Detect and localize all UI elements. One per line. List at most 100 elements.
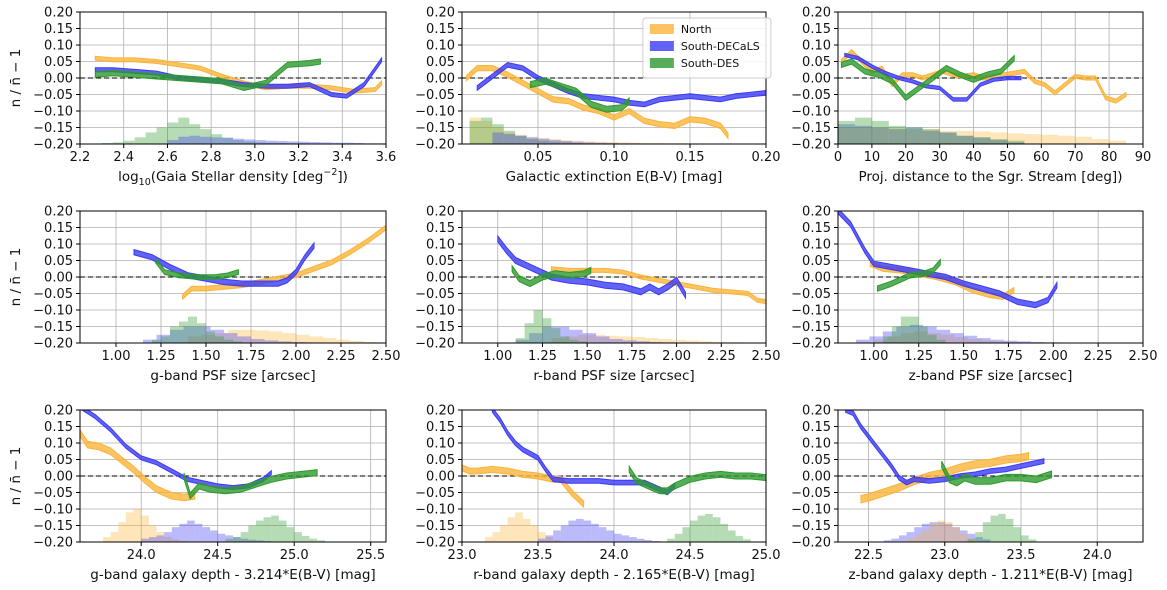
hist-bar-south-decals (975, 537, 983, 542)
y-tick-label: −0.15 (791, 320, 831, 335)
hist-bar-south-des (134, 137, 146, 144)
y-tick-label: 0.05 (802, 55, 831, 70)
y-tick-label: 0.20 (426, 404, 455, 419)
hist-bar-south-decals (891, 538, 899, 542)
hist-bar-south-des (667, 538, 675, 542)
y-tick-label: −0.15 (33, 320, 73, 335)
y-tick-label: −0.10 (791, 105, 831, 120)
y-tick-label: 0.20 (426, 205, 455, 220)
y-tick-label: 0.10 (44, 39, 73, 54)
hist-bar-north (941, 334, 955, 343)
hist-bar-north (922, 129, 940, 144)
x-axis-label: g-band PSF size [arcsec] (150, 368, 315, 384)
hist-bar-south-des (975, 532, 983, 542)
x-tick-label: 60 (1033, 150, 1050, 165)
plot-area (80, 410, 386, 542)
hist-bar-south-des (682, 527, 690, 542)
hist-bar-south-des (900, 316, 910, 343)
hist-bar-south-des (317, 540, 325, 542)
hist-bar-north (888, 128, 906, 144)
hist-bar-south-des (578, 341, 588, 343)
series-south-des (877, 258, 941, 292)
y-tick-label: −0.20 (415, 138, 455, 153)
hist-bar-south-decals (977, 338, 991, 343)
hist-bar-south-decals (950, 333, 964, 343)
hist-bar-south-des (152, 339, 161, 343)
panel-8: 23.0 23.5 24.0 24.5 25.0 −0.20 −0.15−0.10 −0.05… (415, 404, 780, 584)
hist-bar-south-des (882, 336, 892, 343)
y-tick-label: 0.15 (802, 420, 831, 435)
hist-bar-south-decals (982, 539, 991, 542)
hist-bar-south-decals (560, 525, 569, 542)
hist-bar-south-des (549, 141, 561, 144)
hist-bar-south-des (735, 536, 744, 542)
hist-bar-north (905, 129, 923, 144)
hist-bar-north (282, 333, 296, 343)
y-tick-label: −0.10 (791, 503, 831, 518)
hist-bar-south-des (211, 134, 223, 144)
x-tick-label: 0.15 (676, 150, 705, 165)
hist-bar-north (481, 120, 493, 144)
hist-bar-south-decals (906, 532, 915, 542)
hist-bar-north (973, 131, 991, 144)
x-tick-label: 1.00 (859, 349, 888, 364)
hist-bar-north (606, 142, 618, 144)
hist-bar-south-decals (143, 339, 157, 343)
hist-bar-north (118, 522, 126, 542)
x-tick-label: 80 (1101, 150, 1118, 165)
hist-bar-north (1041, 134, 1059, 144)
hist-bar-south-decals (298, 141, 310, 144)
hist-bar-south-decals (553, 530, 561, 542)
hist-bar-south-des (982, 522, 991, 542)
hist-bar-north (617, 142, 630, 144)
hist-bar-south-des (728, 530, 736, 542)
x-tick-label: 40 (965, 150, 982, 165)
x-axis-label: log10(Gaia Stellar density [deg−2]) (118, 167, 348, 188)
hist-bar-south-des (542, 318, 552, 343)
hist-bar-north (900, 333, 915, 343)
x-tick-label: 1.00 (483, 349, 512, 364)
hist-bar-south-decals (622, 340, 637, 343)
x-tick-label: 24.5 (676, 548, 705, 563)
y-tick-label: 0.10 (802, 39, 831, 54)
hist-bar-south-des (200, 129, 212, 144)
hist-bar-south-des (145, 132, 157, 144)
panel-7: 24.0 24.5 25.0 25.5 −0.20 −0.15−0.10 −0.050.00… (8, 404, 387, 583)
hist-bar-south-des (515, 135, 527, 144)
hist-bar-south-decals (141, 538, 149, 542)
hist-bar-south-des (123, 140, 135, 144)
y-tick-label: −0.05 (415, 287, 455, 302)
hist-bar-north (545, 537, 554, 542)
x-tick-label: 23.5 (1007, 548, 1036, 563)
hist-bar-south-decals (636, 341, 650, 343)
hist-bar-north (871, 127, 889, 144)
hist-bar-south-des (871, 120, 889, 144)
hist-bar-south-des (206, 331, 215, 343)
hist-bar-north (994, 341, 1009, 343)
hist-bar-south-des (197, 323, 206, 343)
y-tick-label: −0.10 (415, 105, 455, 120)
hist-bar-north (549, 139, 561, 144)
series-south-des (155, 256, 239, 280)
hist-bar-south-des (697, 515, 706, 542)
hist-bar-south-des (538, 140, 550, 144)
y-tick-label: −0.20 (33, 138, 73, 153)
y-tick-label: 0.20 (44, 404, 73, 419)
hist-bar-north (125, 512, 134, 542)
x-tick-label: 1.50 (949, 349, 978, 364)
hist-bar-south-des (263, 517, 272, 542)
x-tick-label: 3.2 (288, 150, 309, 165)
hist-bar-south-decals (538, 138, 550, 144)
hist-bar-north (1109, 140, 1127, 144)
y-tick-label: 0.05 (44, 55, 73, 70)
plot-area (80, 224, 386, 343)
y-tick-label: −0.20 (33, 337, 73, 352)
hist-bar-north (968, 339, 982, 343)
hist-bar-south-des (294, 532, 302, 542)
y-tick-label: 0.15 (802, 221, 831, 236)
hist-bar-south-des (936, 339, 946, 343)
hist-bar-south-decals (237, 336, 251, 343)
hist-bar-south-decals (990, 140, 1008, 144)
hist-bar-north (309, 336, 323, 343)
y-tick-label: 0.00 (44, 271, 73, 286)
